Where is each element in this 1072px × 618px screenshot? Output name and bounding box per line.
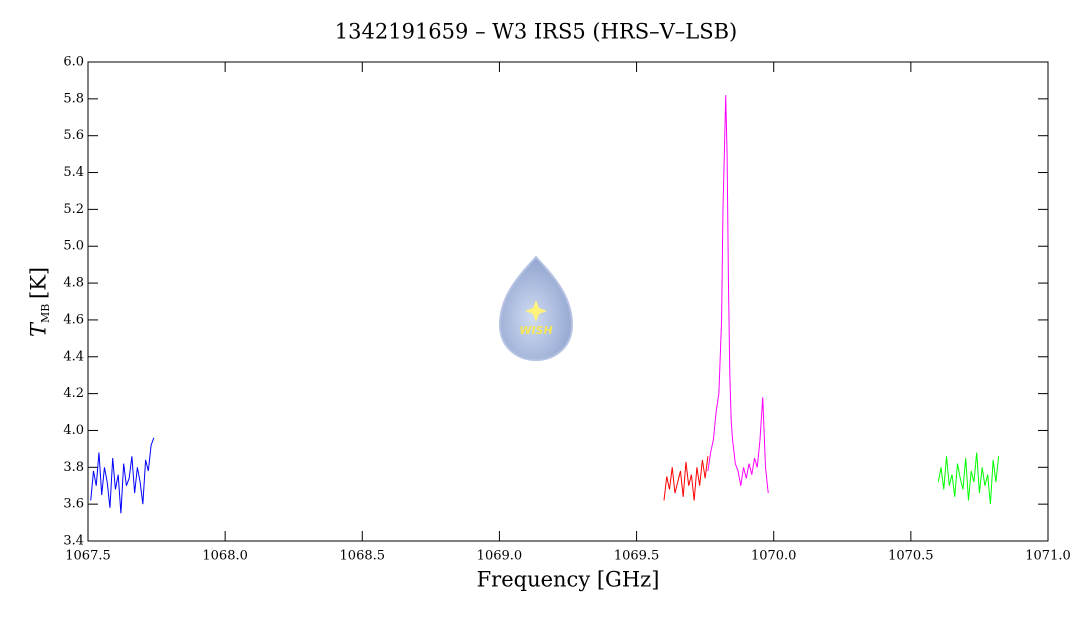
y-tick-label: 3.4: [63, 534, 84, 549]
y-tick-label: 6.0: [63, 55, 84, 70]
x-tick-label: 1068.0: [202, 549, 248, 564]
y-tick-label: 5.8: [63, 91, 84, 106]
logo-text: WISH: [519, 324, 552, 337]
y-tick-label: 5.4: [63, 165, 84, 180]
y-tick-label: 5.0: [63, 239, 84, 254]
spectrum-line: [937, 452, 1000, 505]
spectrum-line: [663, 456, 709, 501]
chart-title: 1342191659 – W3 IRS5 (HRS–V–LSB): [335, 20, 737, 44]
y-axis-label: T MB [K]: [27, 267, 53, 337]
y-tick-label: 4.8: [63, 276, 84, 291]
y-tick-label: 4.6: [63, 312, 84, 327]
x-tick-label: 1070.0: [751, 549, 797, 564]
y-axis-label-unit: [K]: [27, 267, 51, 299]
y-tick-label: 4.2: [63, 386, 84, 401]
x-tick-label: 1069.5: [614, 549, 660, 564]
x-tick-label: 1067.5: [65, 549, 111, 564]
y-tick-label: 5.2: [63, 202, 84, 217]
x-axis-label: Frequency [GHz]: [477, 568, 660, 592]
y-tick-label: 5.6: [63, 128, 84, 143]
y-tick-label: 3.8: [63, 460, 84, 475]
x-tick-label: 1071.0: [1025, 549, 1071, 564]
y-tick-label: 4.0: [63, 423, 84, 438]
y-tick-label: 4.4: [63, 349, 84, 364]
spectrum-line: [707, 95, 769, 494]
x-tick-label: 1070.5: [888, 549, 934, 564]
y-axis-label-symbol: T: [27, 321, 51, 337]
y-tick-label: 3.6: [63, 497, 84, 512]
plot-frame: [87, 61, 1049, 542]
spectrum-line: [90, 437, 155, 514]
y-axis-label-subscript: MB: [39, 304, 52, 323]
logo: WISH: [498, 255, 574, 362]
x-tick-label: 1068.5: [340, 549, 386, 564]
x-tick-label: 1069.0: [477, 549, 523, 564]
